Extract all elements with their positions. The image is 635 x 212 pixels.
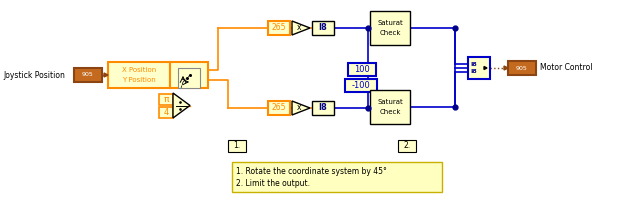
Text: 905: 905	[82, 73, 94, 78]
Polygon shape	[173, 93, 190, 118]
Text: 905: 905	[516, 66, 528, 71]
Polygon shape	[484, 67, 487, 70]
Text: I8: I8	[471, 69, 478, 74]
Text: 100: 100	[354, 65, 370, 74]
Bar	[312, 21, 334, 35]
Text: Saturat: Saturat	[377, 99, 403, 105]
Text: 265: 265	[272, 103, 286, 113]
Text: Saturat: Saturat	[377, 20, 403, 26]
Text: I8: I8	[471, 62, 478, 67]
Bar	[268, 21, 290, 35]
Text: π: π	[163, 95, 169, 104]
Text: Check: Check	[379, 109, 401, 115]
Text: X Position: X Position	[122, 67, 156, 73]
Text: 2.: 2.	[403, 141, 411, 151]
Text: x: x	[297, 103, 302, 113]
Text: Check: Check	[379, 30, 401, 36]
Bar	[348, 63, 376, 76]
Text: Motor Control: Motor Control	[540, 64, 592, 73]
Bar	[508, 61, 536, 75]
Polygon shape	[292, 101, 310, 115]
Text: Y Position: Y Position	[122, 77, 156, 83]
Bar	[178, 68, 200, 88]
Text: Joystick Position: Joystick Position	[3, 71, 65, 80]
Polygon shape	[292, 21, 310, 35]
Text: 1. Rotate the coordinate system by 45°: 1. Rotate the coordinate system by 45°	[236, 166, 387, 176]
Bar	[228, 140, 246, 152]
Text: 4: 4	[163, 108, 169, 117]
Bar	[232, 162, 442, 192]
Bar	[268, 101, 290, 115]
Bar	[398, 140, 416, 152]
Bar	[170, 62, 208, 88]
Text: 265: 265	[272, 24, 286, 32]
Text: x: x	[297, 24, 302, 32]
Text: 1.: 1.	[234, 141, 241, 151]
Text: I8: I8	[319, 103, 328, 113]
Polygon shape	[504, 66, 508, 70]
Bar	[345, 79, 377, 92]
Text: I8: I8	[319, 24, 328, 32]
Text: 2. Limit the output.: 2. Limit the output.	[236, 179, 310, 187]
Bar	[159, 107, 173, 118]
Bar	[468, 57, 490, 79]
Text: -100: -100	[352, 81, 370, 90]
Bar	[159, 94, 173, 105]
Bar	[370, 90, 410, 124]
Bar	[74, 68, 102, 82]
Bar	[370, 11, 410, 45]
Bar	[108, 62, 170, 88]
Bar	[312, 101, 334, 115]
Polygon shape	[104, 73, 108, 77]
